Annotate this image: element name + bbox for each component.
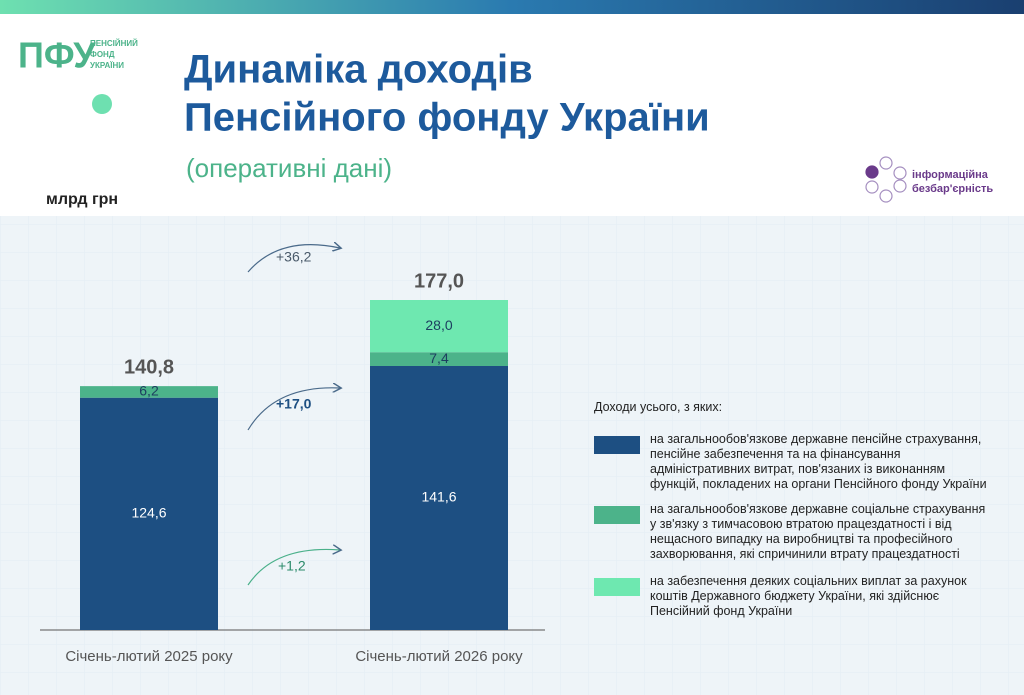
- arrow: [247, 245, 340, 273]
- value-label: 6,2: [139, 383, 159, 399]
- badge-text: безбар'єрність: [912, 183, 993, 195]
- annotation: +1,2: [278, 558, 306, 574]
- logo-name: УКРАЇНИ: [90, 61, 124, 70]
- legend-item: на загальнообов'язкове державне соціальн…: [594, 502, 994, 562]
- x-tick-label: Січень-лютий 2026 року: [355, 648, 523, 665]
- annotation: +17,0: [276, 396, 312, 412]
- badge-text: інформаційна: [912, 169, 989, 181]
- legend-item: на забезпечення деяких соціальних виплат…: [594, 574, 994, 619]
- logo-name: ФОНД: [90, 50, 115, 59]
- bar-segment: [370, 366, 508, 630]
- decor-dot: [92, 94, 112, 114]
- unit-label: млрд грн: [46, 191, 118, 208]
- logo-name: ПЕНСІЙНИЙ: [90, 39, 138, 48]
- subtitle: (оперативні дані): [186, 153, 392, 183]
- legend-label: на забезпечення деяких соціальних виплат…: [650, 574, 967, 618]
- legend-swatch: [594, 506, 640, 524]
- title: Пенсійного фонду України: [184, 96, 710, 140]
- bar-segment: [80, 397, 218, 630]
- value-label: 124,6: [131, 505, 166, 521]
- total-label: 177,0: [414, 270, 464, 292]
- legend-swatch: [594, 436, 640, 454]
- arrow: [247, 549, 340, 586]
- arrow: [247, 388, 340, 431]
- x-tick-label: Січень-лютий 2025 року: [65, 648, 233, 665]
- total-label: 140,8: [124, 356, 174, 378]
- value-label: 141,6: [421, 489, 456, 505]
- annotation: +36,2: [276, 249, 312, 265]
- legend-label: на загальнообов'язкове державне пенсійне…: [650, 432, 987, 491]
- bar-segment: [370, 352, 508, 366]
- legend-label: на загальнообов'язкове державне соціальн…: [650, 502, 986, 561]
- title: Динаміка доходів: [184, 48, 533, 92]
- value-label: 7,4: [429, 350, 449, 366]
- bar-segment: [370, 300, 508, 353]
- legend-title: Доходи усього, з яких:: [594, 400, 723, 414]
- bar-segment: [80, 386, 218, 398]
- value-label: 28,0: [425, 317, 452, 333]
- logo-abbr: ПФУ: [18, 35, 96, 76]
- top-strip: [0, 0, 1024, 14]
- legend-item: на загальнообов'язкове державне пенсійне…: [594, 432, 994, 492]
- legend-swatch: [594, 578, 640, 596]
- badge-icon: [865, 156, 907, 203]
